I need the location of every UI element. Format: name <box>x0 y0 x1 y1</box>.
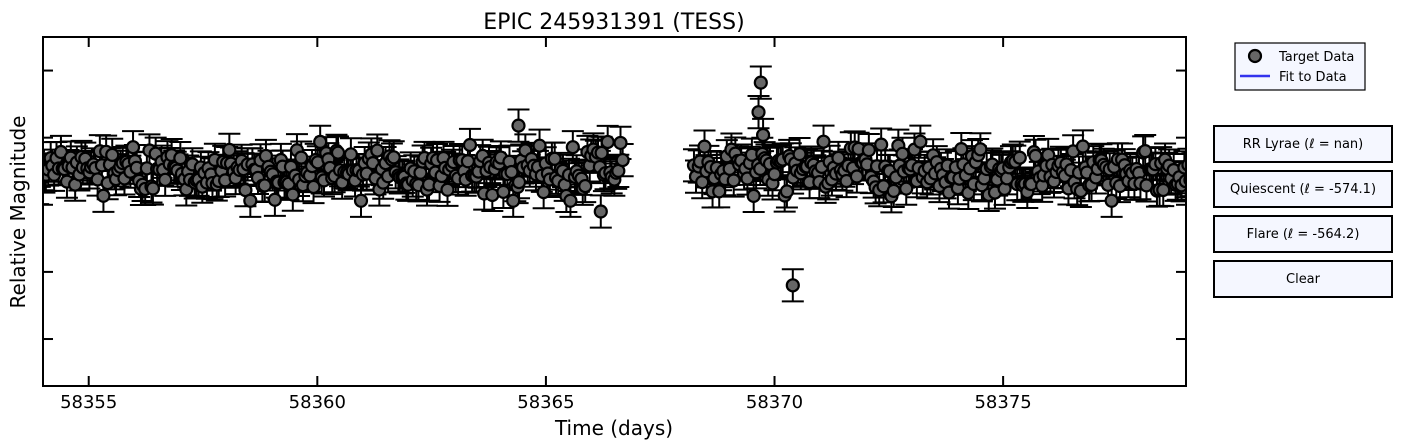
data-point <box>243 193 258 208</box>
data-point <box>496 184 511 199</box>
data-point <box>600 134 615 150</box>
legend-marker-target-data <box>1247 48 1263 64</box>
data-point <box>547 151 562 166</box>
data-point <box>343 147 358 162</box>
data-point <box>565 140 580 155</box>
data-point <box>895 146 910 161</box>
data-point <box>973 142 988 157</box>
data-point <box>440 182 455 197</box>
data-points <box>43 65 1200 303</box>
data-point <box>594 145 609 161</box>
data-point <box>1185 166 1186 173</box>
data-point <box>145 181 161 196</box>
data-point <box>511 175 527 190</box>
data-point <box>462 137 478 153</box>
x-tick-label: 58355 <box>60 392 117 413</box>
data-point <box>913 134 928 149</box>
x-tick-label: 58375 <box>974 392 1031 413</box>
legend: Target Data Fit to Data <box>1234 42 1366 91</box>
data-point <box>861 143 876 158</box>
data-point <box>460 154 475 169</box>
data-point <box>1075 139 1091 154</box>
x-tick-label: 58370 <box>746 392 803 413</box>
data-point <box>532 138 547 153</box>
data-point <box>697 139 712 154</box>
data-point <box>816 134 831 149</box>
data-point <box>849 169 864 184</box>
data-point <box>767 167 782 182</box>
data-point <box>125 140 141 155</box>
data-point <box>413 165 428 180</box>
data-point <box>506 193 521 208</box>
data-point <box>370 143 385 158</box>
data-point <box>1181 158 1186 172</box>
data-point <box>504 164 519 180</box>
y-axis-label: Relative Magnitude <box>6 116 30 309</box>
data-point <box>615 152 630 168</box>
data-point <box>792 146 807 162</box>
rr-lyrae-button[interactable]: RR Lyrae (ℓ = nan) <box>1213 125 1393 163</box>
data-point <box>1156 182 1171 198</box>
data-point <box>306 179 321 195</box>
quiescent-button[interactable]: Quiescent (ℓ = -574.1) <box>1213 170 1393 208</box>
data-point <box>954 141 969 157</box>
data-point <box>779 184 795 199</box>
chart-title: EPIC 245931391 (TESS) <box>483 10 744 35</box>
x-axis-ticks: 58355 58360 58365 58370 58375 <box>60 37 1032 413</box>
data-point <box>511 118 526 133</box>
data-point <box>886 183 901 198</box>
data-point <box>563 193 578 208</box>
x-tick-label: 58365 <box>517 392 574 413</box>
data-point <box>257 178 272 193</box>
data-point <box>330 145 346 160</box>
data-point <box>105 147 120 163</box>
legend-label-fit-to-data: Fit to Data <box>1279 70 1347 85</box>
legend-label-target-data: Target Data <box>1278 50 1354 65</box>
data-point <box>158 172 173 187</box>
clear-button[interactable]: Clear <box>1213 260 1393 298</box>
data-point <box>1138 144 1153 159</box>
data-point <box>753 75 768 90</box>
flare-button[interactable]: Flare (ℓ = -564.2) <box>1213 215 1393 253</box>
data-point <box>173 151 188 166</box>
data-point <box>712 184 727 199</box>
x-tick-label: 58360 <box>289 392 346 413</box>
data-point <box>96 188 111 203</box>
data-point <box>578 178 593 194</box>
data-point <box>726 173 741 188</box>
data-point <box>536 185 551 200</box>
data-point <box>1104 193 1119 208</box>
data-point <box>43 169 44 173</box>
data-point <box>313 134 328 150</box>
plot-frame <box>42 36 1187 387</box>
data-point <box>285 187 300 202</box>
x-axis-label: Time (days) <box>554 416 673 440</box>
data-point <box>267 192 282 207</box>
data-point <box>386 150 401 165</box>
data-point <box>899 181 914 196</box>
data-point <box>1188 175 1200 187</box>
data-point <box>613 135 628 151</box>
data-point <box>222 142 237 157</box>
data-point <box>785 278 800 293</box>
y-axis-ticks <box>43 69 1186 341</box>
data-point <box>874 137 889 152</box>
data-point <box>755 127 771 143</box>
data-point <box>353 193 369 208</box>
data-point <box>294 150 309 165</box>
data-point <box>746 188 761 204</box>
data-point <box>593 204 608 219</box>
data-point <box>1028 148 1043 164</box>
data-point <box>751 105 766 120</box>
data-point <box>1012 150 1027 165</box>
